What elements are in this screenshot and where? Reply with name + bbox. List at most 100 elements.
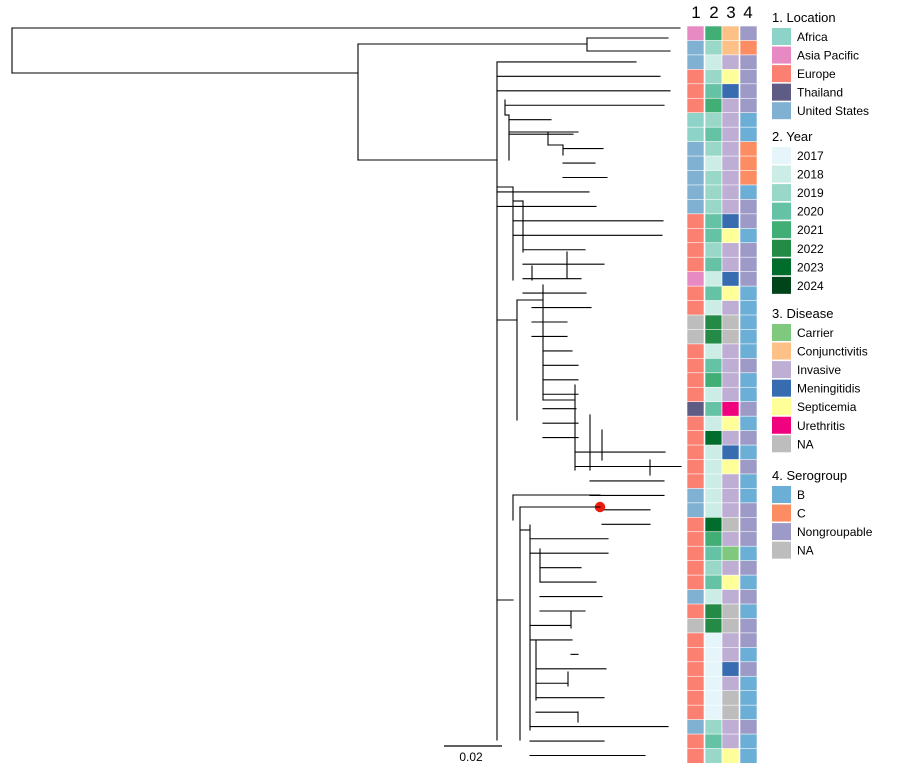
legend-swatch bbox=[772, 435, 791, 453]
legend-swatch bbox=[772, 541, 791, 559]
legend-swatch bbox=[772, 342, 791, 360]
legend-label: NA bbox=[797, 437, 814, 451]
legend-swatch bbox=[772, 523, 791, 541]
legend-label: 2019 bbox=[797, 186, 824, 200]
legend-swatch bbox=[772, 504, 791, 522]
heatmap-cell bbox=[704, 618, 723, 634]
metadata-heatmap bbox=[686, 25, 758, 764]
heatmap-cell bbox=[686, 661, 705, 677]
heatmap-cell bbox=[721, 54, 740, 71]
legend-label: C bbox=[797, 507, 806, 521]
heatmap-cell bbox=[739, 647, 758, 663]
legend-swatch bbox=[772, 46, 791, 64]
heatmap-cell bbox=[686, 531, 705, 547]
legend-swatch bbox=[772, 258, 791, 276]
heatmap-cell bbox=[686, 199, 705, 215]
legend-swatch bbox=[772, 486, 791, 503]
heatmap-cell bbox=[739, 531, 758, 547]
heatmap-cell bbox=[704, 560, 723, 576]
heatmap-cell bbox=[704, 675, 723, 692]
column-header-2: 2 bbox=[709, 3, 718, 22]
heatmap-cell bbox=[686, 473, 705, 490]
heatmap-cell bbox=[721, 647, 740, 663]
heatmap-cell bbox=[739, 690, 758, 706]
heatmap-cell bbox=[739, 733, 758, 750]
heatmap-cell bbox=[739, 285, 758, 302]
heatmap-cell bbox=[739, 300, 758, 316]
heatmap-cell bbox=[704, 589, 723, 605]
heatmap-cell bbox=[721, 358, 740, 374]
heatmap-cell bbox=[739, 358, 758, 374]
heatmap-cell bbox=[704, 271, 723, 287]
heatmap-cell bbox=[686, 444, 705, 461]
heatmap-cell bbox=[686, 632, 705, 649]
heatmap-cell bbox=[686, 228, 705, 244]
heatmap-cell bbox=[739, 675, 758, 692]
heatmap-cell bbox=[721, 488, 740, 504]
heatmap-cell bbox=[686, 574, 705, 591]
heatmap-cell bbox=[739, 126, 758, 143]
heatmap-cell bbox=[721, 603, 740, 620]
heatmap-cell bbox=[739, 502, 758, 519]
heatmap-cell bbox=[721, 401, 740, 417]
legend-label: Nongroupable bbox=[797, 525, 873, 539]
heatmap-cell bbox=[721, 372, 740, 388]
heatmap-cell bbox=[686, 141, 705, 157]
heatmap-cell bbox=[686, 603, 705, 620]
heatmap-cell bbox=[721, 415, 740, 432]
heatmap-cell bbox=[704, 415, 723, 432]
heatmap-cell bbox=[739, 661, 758, 677]
heatmap-cell bbox=[704, 574, 723, 591]
heatmap-cell bbox=[721, 112, 740, 128]
heatmap-cell bbox=[704, 314, 723, 331]
heatmap-cell bbox=[739, 83, 758, 99]
heatmap-cell bbox=[721, 531, 740, 547]
heatmap-cell bbox=[686, 184, 705, 201]
heatmap-cell bbox=[739, 343, 758, 360]
heatmap-cell bbox=[686, 54, 705, 71]
legend-swatch bbox=[772, 398, 791, 416]
heatmap-cell bbox=[686, 329, 705, 345]
heatmap-cell bbox=[739, 415, 758, 432]
heatmap-cell bbox=[704, 40, 723, 56]
heatmap-cell bbox=[739, 386, 758, 403]
legend-swatch bbox=[772, 28, 791, 45]
legend-title: 4. Serogroup bbox=[772, 468, 847, 483]
heatmap-cell bbox=[721, 285, 740, 302]
heatmap-cell bbox=[739, 430, 758, 446]
legend-swatch bbox=[772, 65, 791, 83]
legend-swatch bbox=[772, 184, 791, 202]
heatmap-cell bbox=[686, 589, 705, 605]
legend-swatch bbox=[772, 165, 791, 183]
legend-swatch bbox=[772, 221, 791, 239]
heatmap-cell bbox=[704, 704, 723, 721]
heatmap-cell bbox=[721, 704, 740, 721]
heatmap-cell bbox=[721, 199, 740, 215]
heatmap-cell bbox=[704, 170, 723, 186]
heatmap-cell bbox=[739, 473, 758, 490]
legend-swatch bbox=[772, 276, 791, 294]
heatmap-cell bbox=[739, 329, 758, 345]
heatmap-cell bbox=[686, 719, 705, 735]
legend-title: 2. Year bbox=[772, 129, 813, 144]
heatmap-cell bbox=[721, 97, 740, 114]
heatmap-cell bbox=[686, 704, 705, 721]
heatmap-cell bbox=[721, 314, 740, 331]
heatmap-cell bbox=[704, 748, 723, 764]
heatmap-cell bbox=[686, 733, 705, 750]
heatmap-cell bbox=[686, 25, 705, 42]
heatmap-cell bbox=[721, 242, 740, 258]
heatmap-cell bbox=[686, 502, 705, 519]
heatmap-cell bbox=[739, 199, 758, 215]
legend-label: 2018 bbox=[797, 168, 824, 182]
legend-swatch bbox=[772, 324, 791, 341]
heatmap-cell bbox=[704, 213, 723, 230]
heatmap-cell bbox=[704, 502, 723, 519]
heatmap-cell bbox=[704, 531, 723, 547]
heatmap-cell bbox=[704, 516, 723, 533]
heatmap-cell bbox=[739, 401, 758, 417]
heatmap-cell bbox=[739, 69, 758, 85]
heatmap-cell bbox=[721, 184, 740, 201]
heatmap-cell bbox=[721, 126, 740, 143]
